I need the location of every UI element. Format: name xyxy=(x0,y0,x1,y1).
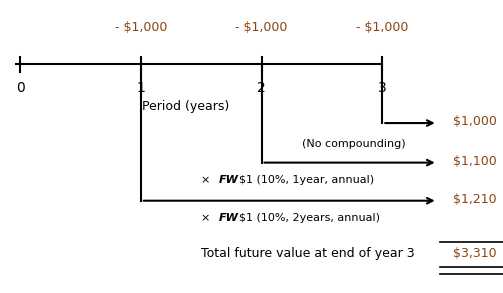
Text: $1 (10%, 2years, annual): $1 (10%, 2years, annual) xyxy=(239,213,380,223)
Text: Total future value at end of year 3: Total future value at end of year 3 xyxy=(201,247,415,260)
Text: $1 (10%, 1year, annual): $1 (10%, 1year, annual) xyxy=(239,175,374,185)
Text: $1,000: $1,000 xyxy=(453,115,496,128)
Text: 3: 3 xyxy=(378,81,387,95)
Text: - $1,000: - $1,000 xyxy=(115,21,167,33)
Text: $1,100: $1,100 xyxy=(453,155,496,168)
Text: $3,310: $3,310 xyxy=(453,247,496,260)
Text: - $1,000: - $1,000 xyxy=(235,21,288,33)
Text: $1,210: $1,210 xyxy=(453,193,496,206)
Text: 2: 2 xyxy=(257,81,266,95)
Text: FW: FW xyxy=(219,175,239,185)
Text: ×: × xyxy=(201,175,214,185)
Text: - $1,000: - $1,000 xyxy=(356,21,408,33)
Text: ×: × xyxy=(201,213,214,223)
Text: 1: 1 xyxy=(136,81,145,95)
Text: 0: 0 xyxy=(16,81,25,95)
Text: FW: FW xyxy=(219,213,239,223)
Text: Period (years): Period (years) xyxy=(142,100,230,113)
Text: (No compounding): (No compounding) xyxy=(302,139,405,149)
